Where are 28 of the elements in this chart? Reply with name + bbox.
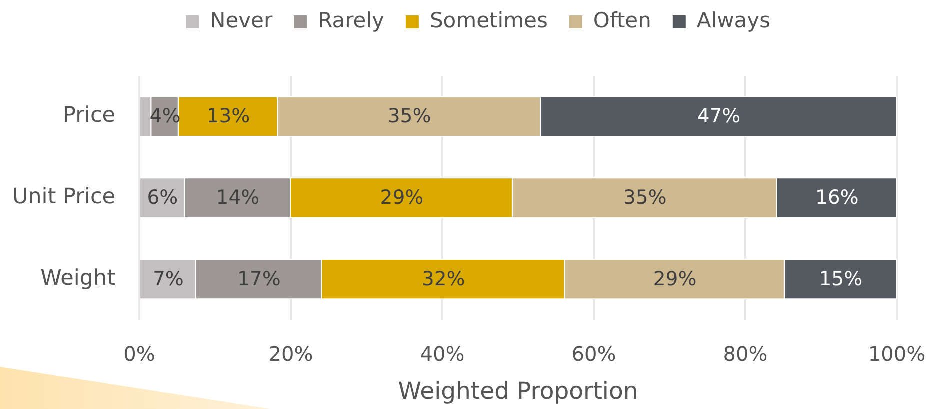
data-label: 47%	[697, 104, 741, 128]
data-label: 7%	[152, 267, 184, 290]
data-label: 35%	[388, 104, 432, 128]
x-tick-label: 20%	[268, 342, 314, 366]
data-label: 6%	[147, 186, 178, 210]
y-tick-label: Unit Price	[12, 184, 116, 210]
data-label: 16%	[815, 186, 859, 210]
data-label: 35%	[623, 186, 667, 210]
data-label: 29%	[380, 186, 424, 210]
x-tick-label: 100%	[868, 342, 926, 366]
data-label: 32%	[422, 267, 466, 290]
data-label: 13%	[206, 104, 250, 128]
legend-label: Always	[696, 8, 771, 32]
data-label: 15%	[819, 267, 863, 290]
y-tick-label: Price	[63, 103, 116, 128]
data-label: 29%	[653, 267, 697, 290]
x-tick-label: 60%	[572, 342, 616, 366]
legend-label: Rarely	[318, 8, 384, 32]
data-label: 14%	[216, 186, 260, 210]
x-tick-label: 80%	[723, 342, 768, 366]
x-tick-label: 40%	[420, 342, 465, 366]
legend-label: Often	[593, 8, 652, 32]
data-label: 17%	[238, 267, 281, 290]
x-axis-title: Weighted Proportion	[398, 377, 638, 406]
legend-label: Never	[210, 8, 273, 32]
x-tick-label: 0%	[124, 342, 156, 366]
legend-label: Sometimes	[430, 8, 548, 32]
y-tick-label: Weight	[40, 266, 116, 291]
